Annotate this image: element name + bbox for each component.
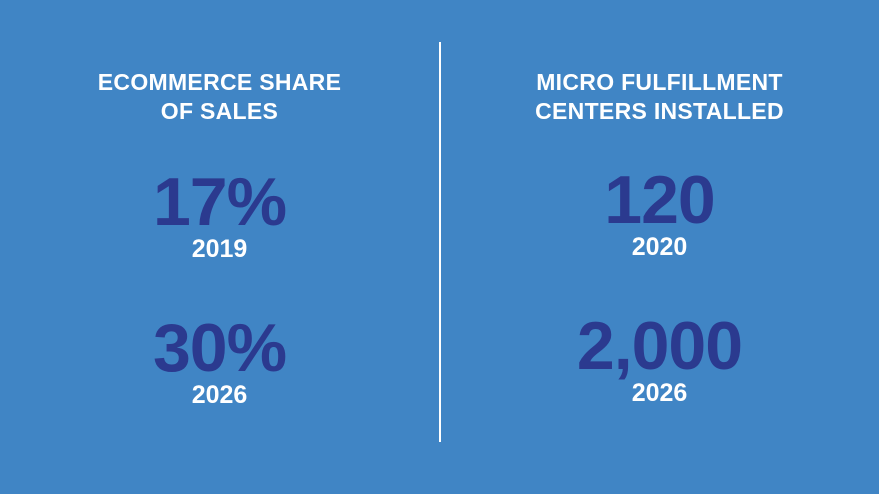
micro-fulfillment-panel: MICRO FULFILLMENT CENTERS INSTALLED 120 …	[440, 0, 879, 494]
stat-value: 120	[604, 162, 715, 238]
stat-year: 2026	[631, 379, 688, 407]
stat-block: 2,000 2026	[440, 312, 879, 408]
stat-value: 30%	[152, 310, 287, 386]
panel-heading: ECOMMERCE SHARE OF SALES	[0, 68, 439, 126]
stat-value: 17%	[152, 164, 287, 240]
vertical-divider	[439, 42, 441, 442]
heading-line: MICRO FULFILLMENT	[536, 69, 783, 95]
ecommerce-share-panel: ECOMMERCE SHARE OF SALES 17% 2019 30% 20…	[0, 0, 439, 494]
stat-year: 2026	[191, 381, 248, 409]
stat-value: 2,000	[576, 308, 743, 384]
heading-line: CENTERS INSTALLED	[535, 98, 784, 124]
heading-line: OF SALES	[160, 98, 279, 124]
stat-block: 120 2020	[440, 166, 879, 262]
stat-block: 30% 2026	[0, 314, 439, 410]
heading-line: ECOMMERCE SHARE	[97, 69, 342, 95]
stat-year: 2019	[191, 235, 248, 263]
stat-year: 2020	[631, 233, 688, 261]
stat-block: 17% 2019	[0, 168, 439, 264]
panel-heading: MICRO FULFILLMENT CENTERS INSTALLED	[440, 68, 879, 126]
